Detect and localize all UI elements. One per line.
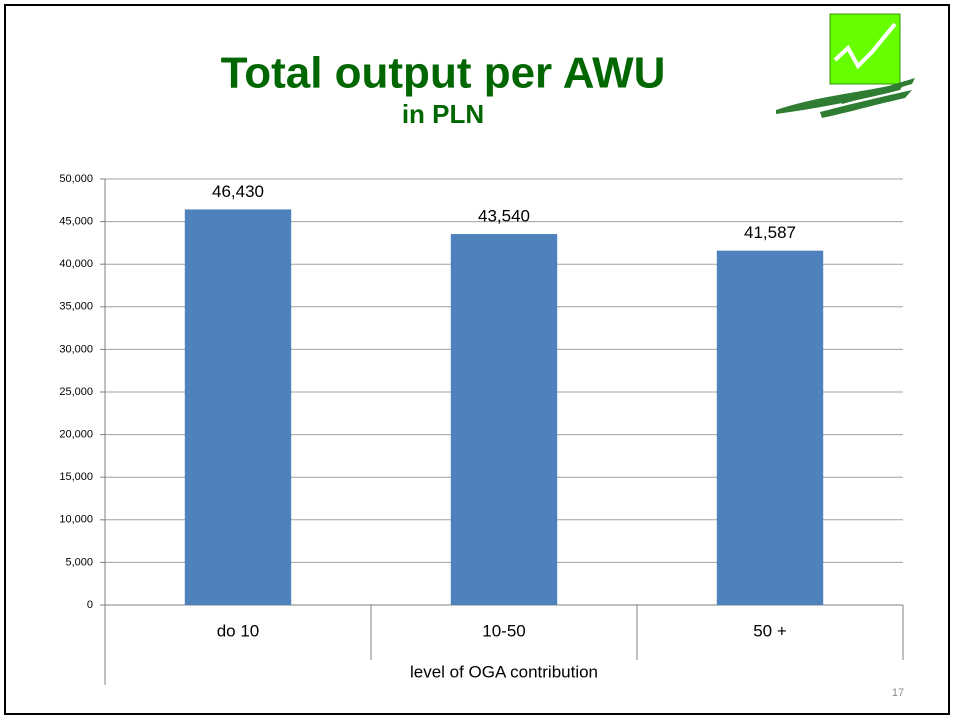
y-tick-label: 15,000	[59, 471, 93, 483]
y-tick-label: 40,000	[59, 258, 93, 270]
value-label: 43,540	[478, 207, 530, 226]
y-tick-label: 30,000	[59, 343, 93, 355]
y-tick-label: 50,000	[59, 173, 93, 185]
y-tick-label: 25,000	[59, 386, 93, 398]
x-tick-label: 50 +	[753, 621, 787, 640]
x-tick-label: 10-50	[482, 621, 525, 640]
value-label: 46,430	[212, 182, 264, 201]
bar	[184, 209, 292, 606]
chart-title: Total output per AWU	[221, 49, 666, 98]
page-number: 17	[892, 687, 904, 699]
chart-subtitle: in PLN	[402, 99, 484, 129]
y-tick-label: 35,000	[59, 301, 93, 313]
y-tick-label: 10,000	[59, 514, 93, 526]
x-axis-title: level of OGA contribution	[410, 662, 598, 681]
y-tick-label: 20,000	[59, 429, 93, 441]
value-label: 41,587	[744, 223, 796, 242]
y-tick-label: 5,000	[65, 556, 93, 568]
x-tick-label: do 10	[217, 621, 260, 640]
logo	[776, 13, 915, 118]
y-tick-label: 45,000	[59, 216, 93, 228]
y-tick-label: 0	[87, 599, 93, 611]
bar	[450, 234, 558, 606]
bar	[716, 250, 824, 605]
